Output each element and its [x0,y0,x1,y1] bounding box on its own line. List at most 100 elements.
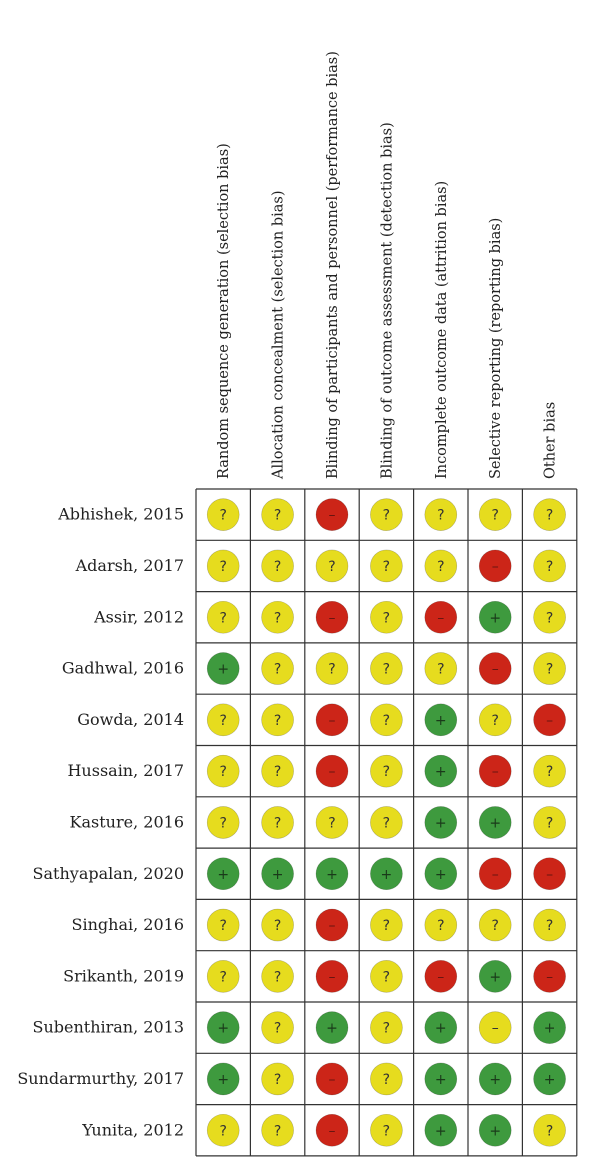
row-label-7: Kasture, 2016 [70,812,184,831]
cell-symbol-r8-c2: + [272,867,284,883]
column-label-1: Random sequence generation (selection bi… [216,143,232,479]
cell-symbol-r11-c4: ? [383,1021,390,1037]
cell-unclear-r2-c4 [370,549,403,583]
cell-symbol-r3-c4: ? [383,610,390,626]
cell-unclear-r6-c4 [370,754,403,788]
cell-symbol-r8-c1: + [217,867,229,883]
column-label-7: Other bias [543,402,559,479]
cell-unclear-r10-c4 [370,960,403,993]
cell-symbol-r5-c2: ? [274,713,281,729]
cell-symbol-r11-c5: + [435,1021,447,1037]
cell-symbol-r6-c5: + [435,764,447,780]
cell-unclear-r5-c6 [478,703,512,737]
cell-symbol-r2-c1: ? [219,559,226,575]
cell-symbol-r10-c2: ? [274,969,281,985]
cell-symbol-r13-c3: – [329,1123,336,1139]
cell-low-r8-c1 [206,857,240,891]
cell-unclear-r5-c2 [261,703,294,737]
cell-symbol-r2-c3: ? [328,559,335,575]
cell-unclear-r10-c1 [206,960,240,993]
cell-high-r4-c6 [478,652,512,685]
cell-low-r5-c5 [424,703,458,737]
cell-symbol-r10-c3: – [329,969,336,985]
cell-high-r1-c3 [315,498,349,531]
cell-symbol-r7-c4: ? [383,815,390,831]
cell-symbol-r9-c4: ? [383,918,390,934]
cell-low-r12-c7 [533,1062,566,1096]
cell-unclear-r1-c5 [424,498,458,531]
cell-low-r13-c5 [424,1113,458,1147]
column-label-2: Allocation concealment (selection bias) [271,191,287,480]
cell-symbol-r9-c7: ? [546,918,553,934]
cell-symbol-r11-c1: + [217,1021,229,1037]
cell-unclear-r4-c7 [533,652,566,685]
cell-high-r9-c3 [315,908,349,942]
cell-low-r7-c6 [478,806,512,839]
cell-symbol-r13-c5: + [435,1123,447,1139]
cell-symbol-r4-c2: ? [274,662,281,678]
cell-symbol-r13-c6: + [489,1123,501,1139]
cell-low-r12-c1 [206,1062,240,1096]
cell-unclear-r5-c1 [206,703,240,737]
cell-symbol-r7-c5: + [435,815,447,831]
cell-high-r12-c3 [315,1062,349,1096]
cell-high-r8-c7 [533,857,566,891]
row-label-8: Sathyapalan, 2020 [33,864,184,883]
cell-low-r8-c4 [370,857,403,891]
cell-high-r2-c6 [478,549,512,583]
column-label-6: Selective reporting (reporting bias) [488,218,504,479]
cell-low-r12-c5 [424,1062,458,1096]
cell-unclear-r3-c1 [206,600,240,634]
cell-symbol-r12-c6: + [489,1072,501,1088]
cell-symbol-r6-c3: – [329,764,336,780]
cell-high-r13-c3 [315,1113,349,1147]
cell-high-r6-c3 [315,754,349,788]
cell-symbol-r1-c5: ? [437,508,444,524]
cell-symbol-r1-c4: ? [383,508,390,524]
cell-low-r11-c7 [533,1011,566,1044]
cell-unclear-r9-c6 [478,908,512,942]
cell-symbol-r6-c1: ? [219,764,226,780]
cell-unclear-r7-c7 [533,806,566,839]
cell-symbol-r11-c6: – [492,1021,499,1037]
row-labels: Abhishek, 2015 Adarsh, 2017 Assir, 2012 Gad… [17,505,184,1140]
cell-unclear-r6-c7 [533,754,566,788]
cell-symbol-r8-c5: + [435,867,447,883]
cell-low-r13-c6 [478,1113,512,1147]
row-label-2: Adarsh, 2017 [75,556,184,575]
cell-symbol-r3-c1: ? [219,610,226,626]
cell-unclear-r9-c1 [206,908,240,942]
cell-high-r6-c6 [478,754,512,788]
cell-unclear-r13-c4 [370,1113,403,1147]
cell-symbol-r3-c6: + [489,610,501,626]
cell-unclear-r1-c7 [533,498,566,531]
cell-symbol-r6-c6: – [492,764,499,780]
cell-symbol-r5-c5: + [435,713,447,729]
cell-symbol-r1-c2: ? [274,508,281,524]
cell-high-r8-c6 [478,857,512,891]
cell-symbol-r5-c3: – [329,713,336,729]
row-label-12: Sundarmurthy, 2017 [17,1069,184,1088]
cell-unclear-r1-c4 [370,498,403,531]
cell-symbol-r4-c7: ? [546,662,553,678]
cell-unclear-r3-c2 [261,600,294,634]
cell-unclear-r9-c4 [370,908,403,942]
cell-symbol-r12-c3: – [329,1072,336,1088]
cell-unclear-r2-c5 [424,549,458,583]
cell-low-r8-c3 [315,857,349,891]
cell-unclear-r9-c7 [533,908,566,942]
cell-symbol-r12-c2: ? [274,1072,281,1088]
cell-symbol-r8-c3: + [326,867,338,883]
cell-unclear-r1-c6 [478,498,512,531]
cell-symbol-r12-c7: + [544,1072,556,1088]
cell-symbol-r7-c6: + [489,815,501,831]
cell-symbol-r6-c4: ? [383,764,390,780]
cell-unclear-r4-c2 [261,652,294,685]
cell-low-r8-c2 [261,857,294,891]
cell-symbol-r5-c6: ? [491,713,498,729]
cell-symbol-r5-c7: – [546,713,553,729]
cell-symbol-r13-c2: ? [274,1123,281,1139]
cell-unclear-r7-c3 [315,806,349,839]
cell-symbol-r12-c1: + [217,1072,229,1088]
cell-unclear-r12-c2 [261,1062,294,1096]
